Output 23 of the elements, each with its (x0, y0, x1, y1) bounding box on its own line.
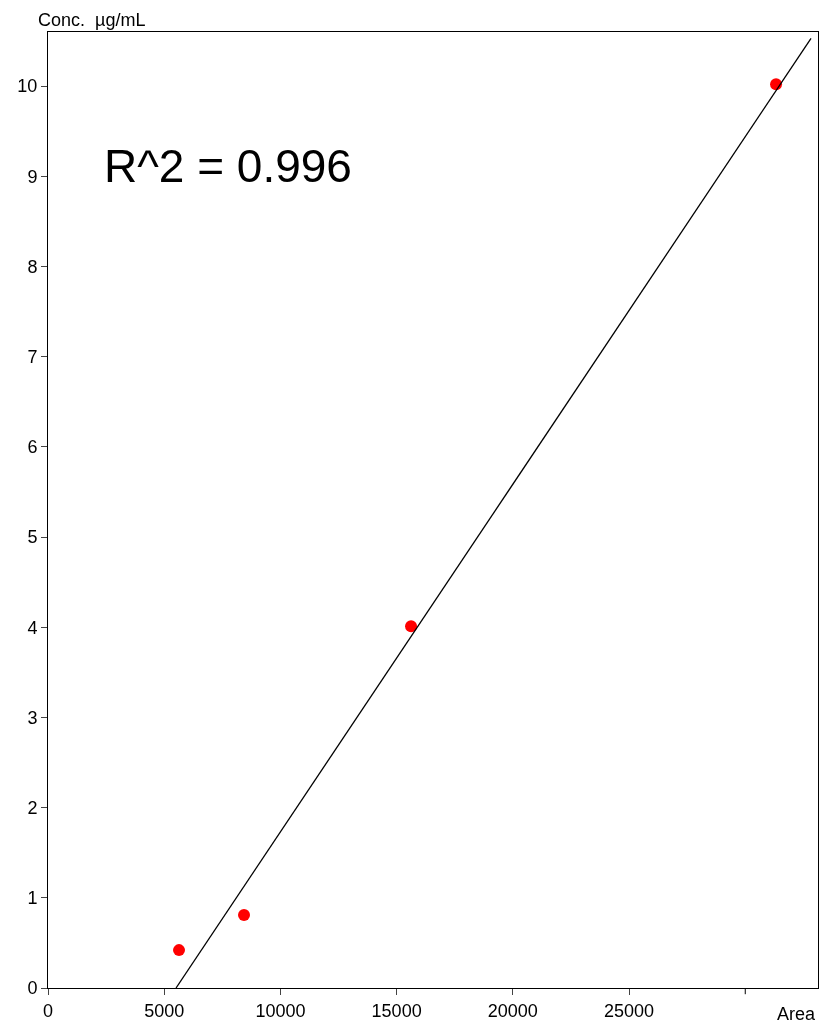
y-tick-label: 6 (27, 437, 38, 458)
y-tick-label: 8 (27, 256, 38, 277)
x-tick-label: 20000 (487, 1000, 538, 1021)
y-tick-label: 5 (27, 527, 38, 548)
y-tick-label: 10 (17, 76, 38, 97)
y-tick-label: 7 (27, 346, 38, 367)
y-axis-title: Conc. µg/mL (38, 10, 146, 30)
y-tick-label: 2 (27, 797, 38, 818)
annotation: R^2 = 0.996 (104, 140, 352, 192)
x-tick-label: 25000 (604, 1000, 655, 1021)
x-tick-label: 0 (42, 1000, 54, 1021)
y-tick-label: 9 (27, 166, 38, 187)
x-axis-title: Area (777, 1004, 817, 1024)
y-tick-label: 3 (27, 707, 38, 728)
x-tick-label: 5000 (144, 1000, 185, 1021)
point (238, 908, 251, 921)
x-tick-label: 15000 (371, 1000, 422, 1021)
y-tick-label: 4 (27, 617, 38, 638)
y-tick-label: 1 (27, 888, 38, 909)
point (173, 944, 186, 957)
x-tick-label: 10000 (255, 1000, 306, 1021)
y-tick-label: 0 (27, 978, 38, 999)
point (405, 620, 418, 633)
